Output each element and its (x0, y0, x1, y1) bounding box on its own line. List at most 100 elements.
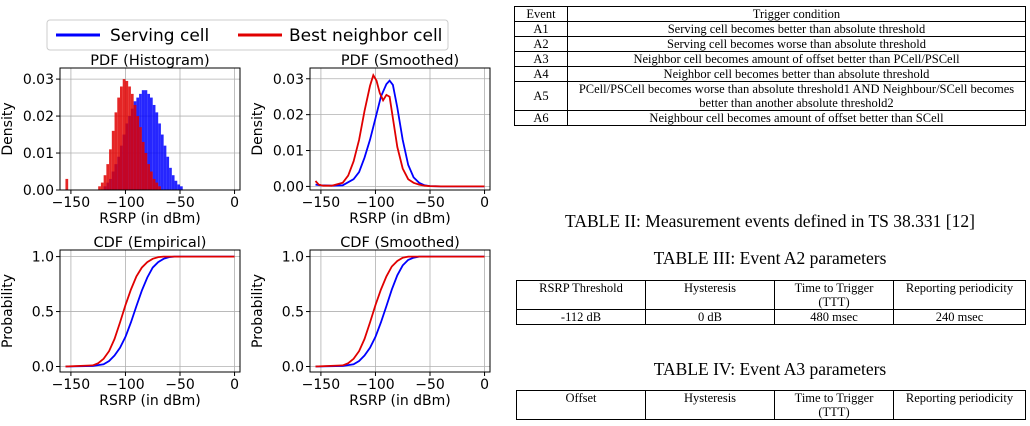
y-tick-label: 0.00 (273, 179, 304, 195)
y-axis-label: Probability (0, 274, 16, 348)
histogram-bar-serving (155, 112, 159, 190)
histogram-bar-serving (141, 90, 145, 190)
axes-frame (59, 249, 241, 373)
a2-header-threshold: RSRP Threshold (516, 280, 646, 310)
events-row-a6: A6 Neighbour cell becomes amount of offse… (514, 110, 1026, 126)
a2-ttt-value: 480 msec (774, 309, 894, 325)
histogram-bar-serving (180, 186, 183, 190)
a2-periodicity-value: 240 msec (893, 309, 1026, 325)
histogram-bar-serving (174, 180, 178, 190)
histogram-bar-serving (160, 134, 164, 190)
event-trigger-condition: Neighbor cell becomes amount of offset b… (567, 51, 1026, 67)
a2-hysteresis-value: 0 dB (645, 309, 775, 325)
histogram-bar-neighbor (152, 178, 156, 190)
y-tick-label: 0.5 (282, 305, 304, 321)
a2-header-periodicity: Reporting periodicity (893, 280, 1026, 310)
histogram-bar-neighbor (117, 97, 120, 190)
y-axis-label: Probability (250, 274, 266, 348)
axes-frame (59, 67, 241, 191)
event-trigger-condition: Serving cell becomes better than absolut… (567, 21, 1026, 37)
a2-header-hysteresis: Hysteresis (645, 280, 775, 310)
x-tick-label: −50 (415, 195, 445, 211)
events-header-condition: Trigger condition (567, 6, 1026, 22)
x-tick-label: −50 (165, 195, 195, 211)
x-tick-label: 0 (480, 195, 489, 211)
panel-4 (306, 249, 491, 376)
histogram-bar-serving (158, 123, 161, 190)
y-axis-label: Density (250, 102, 266, 155)
event-a3-parameters-table: Offset Hysteresis Time to Trigger (TTT) … (516, 390, 1026, 420)
a2-value-row: -112 dB 0 dB 480 msec 240 msec (516, 309, 1026, 325)
table-ii-caption: TABLE II: Measurement events defined in … (565, 211, 975, 231)
histogram-bar-neighbor (109, 149, 112, 190)
event-id: A1 (514, 21, 568, 37)
y-tick-label: 0.02 (23, 109, 54, 125)
a2-header-row: RSRP Threshold Hysteresis Time to Trigge… (516, 280, 1026, 310)
panel-title: CDF (Smoothed) (340, 235, 460, 251)
histogram-bar-serving (147, 93, 150, 190)
x-tick-label: −100 (106, 195, 144, 211)
y-tick-label: 1.0 (282, 250, 304, 266)
x-tick-label: −150 (302, 377, 340, 393)
event-trigger-condition: Neighbor cell becomes better than absolu… (567, 66, 1026, 82)
event-id: A2 (514, 36, 568, 52)
events-row-a3: A3 Neighbor cell becomes amount of offset… (514, 51, 1026, 67)
x-tick-label: −100 (356, 377, 394, 393)
histogram-bar-neighbor (147, 164, 150, 190)
table-iv-caption: TABLE IV: Event A3 parameters (653, 359, 887, 379)
histogram-bar-neighbor (141, 141, 145, 190)
y-tick-label: 0.01 (23, 146, 54, 162)
x-tick-label: −100 (356, 195, 394, 211)
event-id: A6 (514, 110, 568, 126)
histogram-bar-neighbor (133, 104, 137, 190)
histogram-bar-neighbor (125, 80, 129, 190)
series-line-neighbor (314, 72, 485, 188)
events-row-a1: A1 Serving cell becomes better than absol… (514, 21, 1026, 37)
y-tick-label: 0.0 (282, 360, 304, 376)
plot-area (310, 250, 490, 372)
x-axis-label: RSRP (in dBm) (99, 393, 201, 409)
y-tick-label: 0.01 (273, 144, 304, 160)
y-axis-label: Density (0, 102, 16, 155)
x-tick-label: −150 (302, 195, 340, 211)
a3-header-periodicity: Reporting periodicity (893, 390, 1026, 420)
series-line-neighbor (315, 255, 485, 368)
x-tick-label: −100 (106, 377, 144, 393)
events-header-row: Event Trigger condition (514, 6, 1026, 22)
x-axis-label: RSRP (in dBm) (349, 393, 451, 409)
x-tick-label: 0 (230, 377, 239, 393)
x-tick-label: 0 (480, 377, 489, 393)
panel-3 (56, 249, 241, 376)
histogram-bar-neighbor (111, 130, 115, 190)
histogram-bar-serving (171, 175, 175, 190)
events-row-a4: A4 Neighbor cell becomes better than abso… (514, 66, 1026, 82)
histogram-bar-serving (144, 90, 148, 190)
panel-title: CDF (Empirical) (94, 235, 207, 251)
x-tick-label: −150 (52, 377, 90, 393)
rsrp-figure: Serving cell Best neighbor cell −150 −100 −5… (0, 0, 510, 426)
event-id: A5 (514, 81, 568, 111)
plot-area (60, 250, 240, 372)
legend-serving-label: Serving cell (110, 26, 209, 46)
axes-frame (309, 67, 491, 191)
event-id: A3 (514, 51, 568, 67)
a3-header-row: Offset Hysteresis Time to Trigger (TTT) … (516, 390, 1026, 420)
histogram-bar-neighbor (158, 186, 161, 190)
panel-2 (306, 67, 491, 194)
y-tick-label: 0.03 (23, 72, 54, 88)
histogram-bar-neighbor (100, 182, 104, 190)
y-tick-label: 0.02 (273, 108, 304, 124)
y-tick-label: 0.00 (23, 183, 54, 199)
panel-1 (56, 67, 241, 194)
histogram-bar-neighbor (103, 175, 107, 190)
histogram-bar-neighbor (128, 86, 131, 190)
panel-title: PDF (Histogram) (90, 53, 209, 69)
y-tick-label: 1.0 (32, 250, 54, 266)
histogram-bar-neighbor (98, 186, 101, 190)
measurement-events-table: Event Trigger condition A1 Serving cell b… (514, 6, 1026, 126)
event-a2-parameters-table: RSRP Threshold Hysteresis Time to Trigge… (516, 280, 1026, 325)
axes-frame (309, 249, 491, 373)
event-id: A4 (514, 66, 568, 82)
a3-header-ttt: Time to Trigger (TTT) (774, 390, 894, 420)
histogram-outlier-bar (65, 178, 69, 190)
